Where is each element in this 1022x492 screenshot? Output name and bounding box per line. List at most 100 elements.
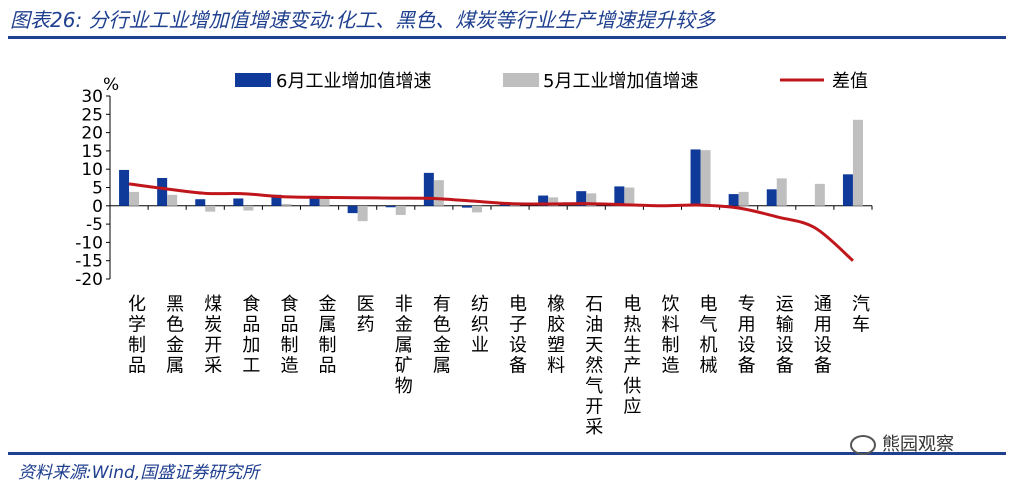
x-category-label: 电热生产供应	[623, 294, 641, 418]
x-category-char: 气	[585, 376, 603, 397]
x-category-char: 汽	[852, 294, 870, 315]
legend-swatch-1	[235, 73, 271, 87]
x-category-char: 属	[433, 356, 451, 377]
bar-may	[471, 205, 482, 213]
x-category-char: 用	[814, 315, 832, 336]
x-category-char: 煤	[204, 294, 222, 315]
x-axis-labels: 化学制品黑色金属煤炭开采食品加工食品制造金属制品医药非金属矿物有色金属纺织业电子…	[128, 294, 870, 438]
x-category-char: 备	[814, 356, 832, 377]
x-category-char: 开	[204, 335, 222, 356]
x-category-label: 电子设备	[509, 294, 527, 377]
x-category-char: 备	[509, 356, 527, 377]
x-category-char: 备	[776, 356, 794, 377]
y-tick-label: 25	[81, 105, 103, 125]
bar-may	[319, 198, 330, 206]
x-category-char: 通	[814, 294, 832, 315]
x-category-char: 料	[661, 315, 679, 336]
bar-june	[195, 199, 206, 206]
x-category-label: 煤炭开采	[204, 294, 222, 377]
bar-may	[548, 197, 559, 206]
bar-may	[852, 119, 863, 206]
bar-june	[614, 186, 625, 206]
y-tick-label: -5	[86, 215, 103, 235]
x-category-char: 开	[585, 397, 603, 418]
y-tick-label: -20	[75, 270, 103, 290]
x-category-char: 品	[128, 356, 146, 377]
bar-june	[690, 149, 701, 206]
bar-may	[281, 203, 292, 206]
x-category-label: 食品制造	[280, 294, 298, 377]
x-category-char: 化	[128, 294, 146, 315]
bar-may	[776, 178, 787, 206]
legend-label-3: 差值	[832, 71, 868, 92]
x-category-char: 料	[547, 356, 565, 377]
bar-june	[461, 205, 472, 208]
wechat-icon	[850, 435, 876, 455]
bar-may	[167, 194, 178, 206]
watermark-text: 熊园观察	[882, 434, 954, 455]
bar-may	[738, 191, 749, 206]
x-category-char: 品	[319, 356, 337, 377]
x-category-char: 运	[776, 294, 794, 315]
x-category-label: 非金属矿物	[395, 294, 413, 397]
y-tick-label: 15	[81, 142, 103, 162]
watermark: 熊园观察	[850, 430, 954, 456]
bar-june	[385, 205, 396, 208]
bar-june	[157, 177, 168, 206]
x-category-char: 设	[738, 335, 756, 356]
x-category-char: 织	[471, 315, 489, 336]
bar-june	[766, 189, 777, 206]
x-category-char: 然	[585, 356, 603, 377]
x-category-label: 专用设备	[738, 294, 756, 377]
title-rule	[8, 36, 1006, 39]
x-category-char: 供	[623, 376, 641, 397]
x-category-char: 油	[585, 315, 603, 336]
x-category-char: 设	[776, 335, 794, 356]
x-category-char: 械	[700, 356, 718, 377]
x-category-char: 品	[280, 315, 298, 336]
x-category-char: 子	[509, 315, 527, 336]
x-category-char: 属	[166, 356, 184, 377]
x-category-char: 加	[242, 335, 260, 356]
bar-may	[586, 193, 597, 206]
x-category-char: 输	[776, 315, 794, 336]
x-category-char: 用	[738, 315, 756, 336]
x-category-char: 学	[128, 315, 146, 336]
x-category-char: 气	[700, 315, 718, 336]
x-category-char: 品	[242, 315, 260, 336]
x-category-char: 设	[509, 335, 527, 356]
x-category-char: 属	[319, 315, 337, 336]
bar-june	[119, 169, 130, 206]
x-category-char: 设	[814, 335, 832, 356]
x-category-char: 属	[395, 335, 413, 356]
bar-may	[624, 187, 635, 206]
x-category-char: 应	[623, 397, 641, 418]
legend: 6月工业增加值增速 5月工业增加值增速 差值	[235, 71, 868, 92]
x-category-label: 橡胶塑料	[547, 294, 565, 377]
x-category-char: 炭	[204, 315, 222, 336]
y-tick-label: -10	[75, 233, 103, 253]
x-category-char: 采	[585, 417, 603, 438]
y-tick-label: 5	[92, 179, 103, 199]
x-category-char: 石	[585, 294, 603, 315]
x-category-char: 热	[623, 315, 641, 336]
x-category-char: 塑	[547, 335, 565, 356]
x-category-char: 制	[128, 335, 146, 356]
x-category-char: 电	[509, 294, 527, 315]
x-category-label: 电气机械	[700, 294, 718, 377]
bar-may	[129, 191, 140, 206]
figure-title: 图表26: 分行业工业增加值增速变动:化工、黑色、煤炭等行业生产增速提升较多	[10, 8, 716, 32]
x-category-char: 制	[319, 335, 337, 356]
x-category-char: 橡	[547, 294, 565, 315]
bar-june	[423, 172, 434, 206]
x-category-char: 专	[738, 294, 756, 315]
legend-swatch-2	[503, 73, 539, 87]
x-category-label: 汽车	[852, 294, 870, 336]
x-category-label: 有色金属	[433, 294, 451, 377]
x-category-char: 非	[395, 294, 413, 315]
y-tick-label: 0	[92, 197, 103, 217]
x-category-char: 药	[357, 315, 375, 336]
bar-may	[395, 205, 406, 215]
x-category-label: 运输设备	[776, 294, 794, 377]
